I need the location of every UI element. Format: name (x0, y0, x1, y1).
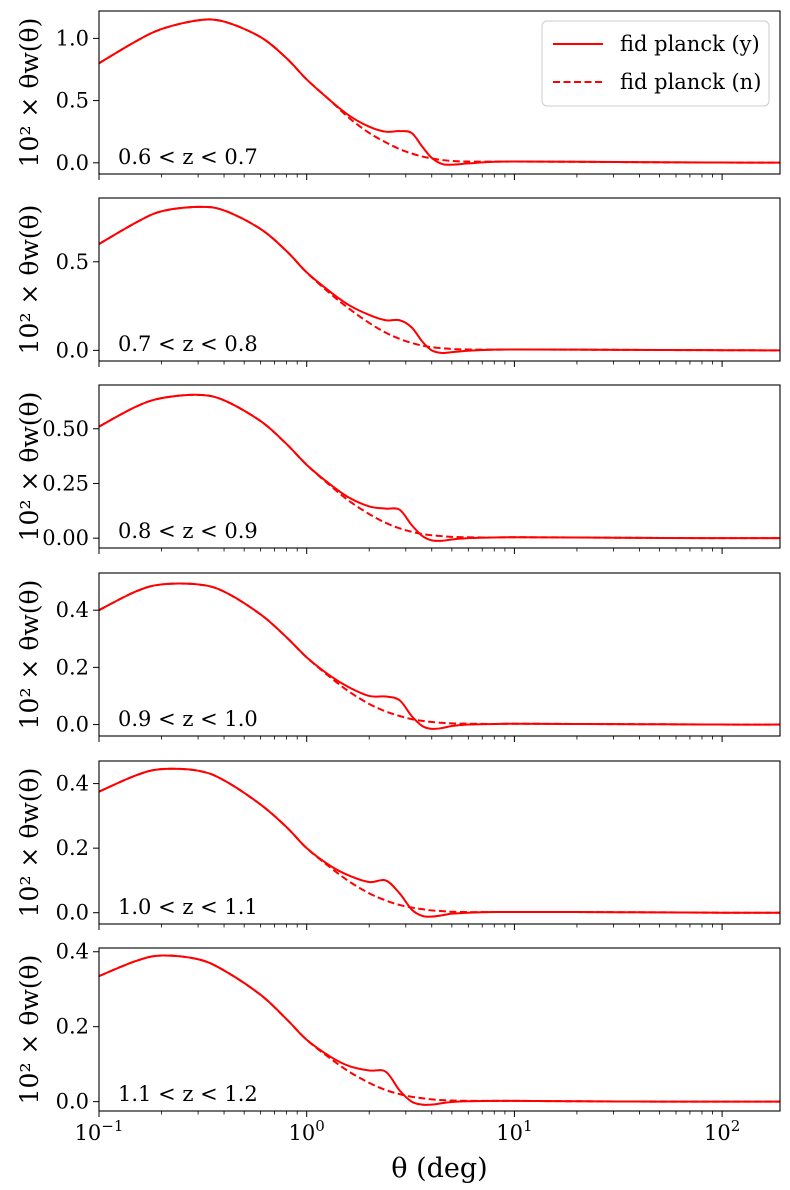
panel-3: 0.00 0.25 0.50 0.8 < z < 0.9 10² × θw(θ) (15, 384, 781, 554)
panel-6: 0.0 0.2 0.4 1.1 < z < 1.2 10² × θw(θ) (15, 940, 781, 1117)
legend-label: fid planck (n) (620, 70, 761, 94)
y-axis-label: 10² × θw(θ) (15, 580, 44, 730)
legend: fid planck (y) fid planck (n) (541, 20, 770, 107)
x-tick-label: 100 (289, 1117, 325, 1145)
y-tick-label: 0.2 (56, 1015, 89, 1039)
redshift-bin-label: 1.1 < z < 1.2 (118, 1082, 258, 1106)
series-line-fid-planck-n (99, 18, 780, 164)
redshift-bin-label: 0.9 < z < 1.0 (118, 707, 258, 731)
y-tick-label: 0.5 (56, 250, 89, 274)
redshift-bin-label: 0.7 < z < 0.8 (118, 332, 258, 356)
panel-4: 0.0 0.2 0.4 0.9 < z < 1.0 10² × θw(θ) (15, 572, 781, 742)
redshift-bin-label: 0.6 < z < 0.7 (118, 145, 258, 169)
y-tick-label: 0.00 (42, 526, 89, 550)
y-axis-label: 10² × θw(θ) (15, 768, 44, 918)
y-tick-label: 0.5 (56, 89, 89, 113)
x-tick-label: 102 (704, 1117, 740, 1145)
y-tick-label: 0.2 (56, 836, 89, 860)
y-axis-label: 10² × θw(θ) (15, 955, 44, 1105)
y-tick-label: 0.0 (56, 1090, 89, 1114)
series-line-fid-planck-n (99, 954, 780, 1103)
panel-frame (98, 10, 781, 175)
x-tick-label: 10−1 (75, 1117, 124, 1145)
legend-box (541, 20, 770, 107)
y-axis-label: 10² × θw(θ) (15, 392, 44, 542)
x-tick-label: 101 (496, 1117, 532, 1145)
x-axis-label: θ (deg) (391, 1153, 487, 1184)
panel-5: 0.0 0.2 0.4 1.0 < z < 1.1 10² × θw(θ) (15, 760, 781, 930)
y-tick-label: 0.0 (56, 338, 89, 362)
y-tick-label: 0.4 (56, 598, 89, 622)
series-line-fid-planck-n (99, 393, 780, 540)
panel-frame (98, 572, 781, 737)
legend-label: fid planck (y) (620, 32, 760, 56)
y-tick-label: 0.4 (56, 772, 89, 796)
panel-frame (98, 197, 781, 362)
y-axis-label: 10² × θw(θ) (15, 18, 44, 168)
y-tick-label: 0.4 (56, 940, 89, 964)
y-tick-label: 1.0 (56, 26, 89, 50)
panel-frame (98, 947, 781, 1112)
series-line-fid-planck-n (99, 582, 780, 726)
y-tick-label: 0.2 (56, 655, 89, 679)
panel-1: 0.0 0.5 1.0 0.6 < z < 0.7 10² × θw(θ) (15, 10, 781, 180)
series-line-fid-planck-n (99, 205, 780, 352)
y-tick-label: 0.25 (42, 471, 89, 495)
series-line-fid-planck-n (99, 767, 780, 914)
panel-frame (98, 384, 781, 549)
redshift-bin-label: 1.0 < z < 1.1 (118, 895, 258, 919)
redshift-bin-label: 0.8 < z < 0.9 (118, 519, 258, 543)
panel-2: 0.0 0.5 0.7 < z < 0.8 10² × θw(θ) (15, 197, 781, 367)
y-tick-label: 0.0 (56, 713, 89, 737)
y-axis-label: 10² × θw(θ) (15, 205, 44, 355)
panel-frame (98, 760, 781, 925)
y-tick-label: 0.50 (42, 417, 89, 441)
y-tick-label: 0.0 (56, 151, 89, 175)
y-tick-label: 0.0 (56, 901, 89, 925)
